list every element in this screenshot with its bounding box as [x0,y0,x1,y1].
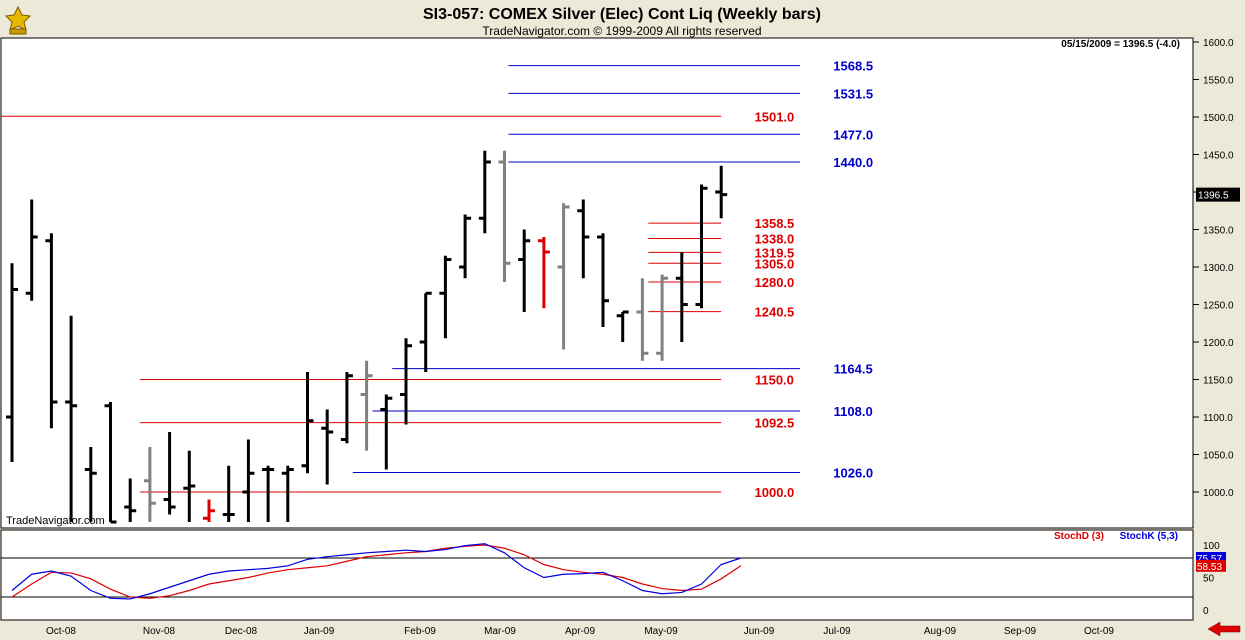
last-price-box [1196,187,1240,202]
level-label: 1501.0 [755,109,795,124]
time-tick-label: Apr-09 [565,626,595,637]
time-tick-label: May-09 [644,626,678,637]
level-label: 1305.0 [755,256,795,271]
price-tick-label: 1600.0 [1203,38,1234,49]
bars-layer [6,150,728,524]
level-label: 1440.0 [833,155,873,170]
legend-stoch-d: StochD (3) [1054,531,1104,542]
stoch-last-label: 58.53 [1197,562,1222,573]
price-tick-label: 1050.0 [1203,451,1234,462]
level-label: 1000.0 [755,485,795,500]
stochastic-panel [0,529,1194,621]
level-label: 1531.5 [833,86,873,101]
legend-stoch-k: StochK (5,3) [1120,531,1178,542]
level-label: 1280.0 [755,275,795,290]
price-tick-label: 1450.0 [1203,151,1234,162]
watermark: TradeNavigator.com [6,515,105,527]
time-tick-label: Jan-09 [304,626,335,637]
stoch-tick-label: 50 [1203,574,1215,585]
price-tick-label: 1500.0 [1203,113,1234,124]
time-tick-label: Feb-09 [404,626,436,637]
time-tick-label: Jul-09 [823,626,851,637]
levels-layer: 1568.5 1531.5 1501.0 1477.0 1440.0 1358.51338… [1,59,873,500]
stoch-tick-label: 100 [1203,541,1220,552]
price-axis: 1000.0 1050.0 1100.0 1150.0 1200.0 1250.0 1300… [1193,38,1240,499]
price-tick-label: 1350.0 [1203,226,1234,237]
level-label: 1338.0 [755,232,795,247]
level-label: 1319.5 [755,245,795,260]
stoch-series-line [11,544,742,599]
level-label: 1164.5 [834,362,873,377]
level-label: 1150.0 [755,373,794,388]
chart-title: SI3-057: COMEX Silver (Elec) Cont Liq (W… [423,6,821,23]
level-label: 1358.5 [755,216,795,231]
price-tick-label: 1100.0 [1203,413,1233,424]
price-tick-label: 1300.0 [1203,263,1234,274]
last-value-readout: 05/15/2009 = 1396.5 (-4.0) [1061,39,1180,50]
time-tick-label: Sep-09 [1004,626,1037,637]
level-label: 1568.5 [833,59,873,74]
time-axis: Oct-08 Nov-08 Dec-08 Jan-09 Feb-09 Mar-09 Apr-… [46,626,1114,637]
stoch-last-label: 75.57 [1197,554,1222,565]
level-label: 1477.0 [833,127,873,142]
time-tick-label: Jun-09 [744,626,775,637]
price-tick-label: 1000.0 [1203,488,1234,499]
time-tick-label: Aug-09 [924,626,957,637]
time-tick-label: Nov-08 [143,626,176,637]
red-left-arrow-icon[interactable] [1207,621,1241,637]
price-tick-label: 1550.0 [1203,76,1234,87]
level-label: 1240.5 [755,305,795,320]
time-tick-label: Oct-08 [46,626,76,637]
stoch-last-box [1196,559,1226,572]
time-tick-label: Dec-08 [225,626,258,637]
level-label: 1026.0 [833,466,873,481]
time-tick-label: Mar-09 [484,626,516,637]
level-label: 1092.5 [755,416,795,431]
level-label: 1108.0 [834,404,873,419]
last-price-label: 1396.5 [1198,191,1229,202]
price-tick-label: 1200.0 [1203,338,1234,349]
gold-sign-logo-icon [4,5,32,35]
stoch-tick-label: 0 [1203,606,1209,617]
price-tick-label: 1150.0 [1203,376,1233,387]
stoch-series-line [11,543,742,600]
price-tick-label: 1250.0 [1203,301,1234,312]
price-panel [0,37,1194,529]
time-tick-label: Oct-09 [1084,626,1114,637]
copyright-line: TradeNavigator.com © 1999-2009 All right… [482,24,761,38]
